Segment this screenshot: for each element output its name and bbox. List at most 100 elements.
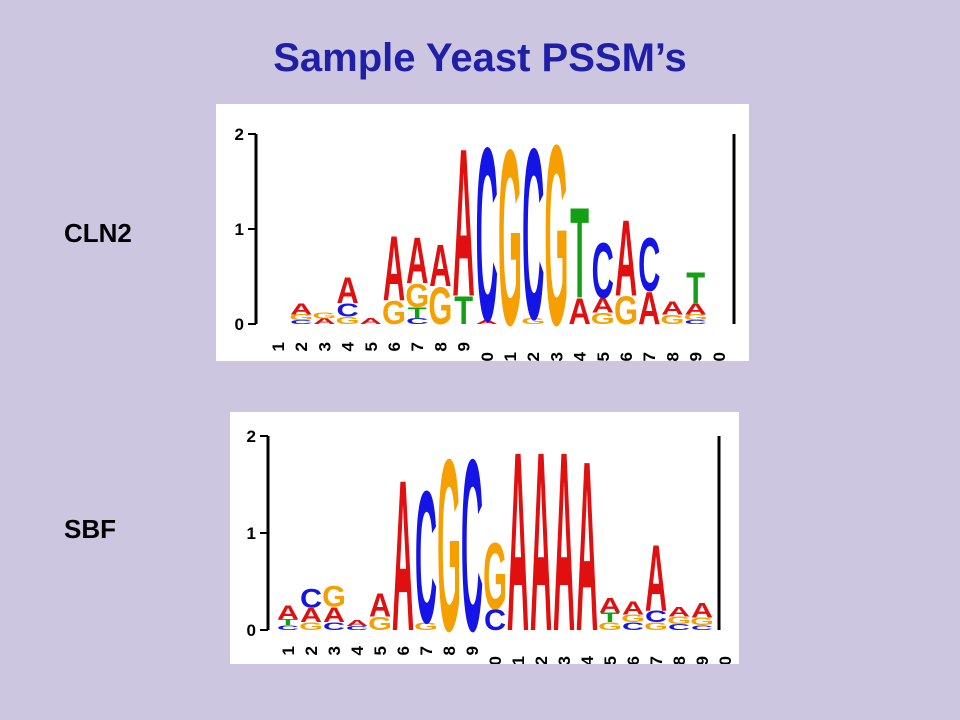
logo-letter-C: C — [300, 584, 322, 614]
logo-label-cln2: CLN2 — [64, 218, 132, 248]
logo-letter-A: A — [661, 299, 683, 319]
x-tick-label: 3 — [325, 646, 344, 655]
x-tick-label: 5 — [371, 646, 390, 655]
logo-letter-C: C — [592, 226, 614, 314]
x-tick-label: 7 — [408, 342, 427, 351]
x-tick-label: 14 — [571, 351, 590, 361]
x-tick-label: 15 — [594, 352, 613, 361]
logo-letter-A: A — [336, 271, 358, 312]
logo-letter-C: C — [522, 104, 544, 361]
logo-letter-A: A — [476, 319, 498, 325]
x-tick-label: 1 — [269, 342, 288, 351]
y-tick-label: 0 — [247, 621, 256, 640]
x-tick-label: 13 — [555, 656, 574, 664]
x-tick-label: 1 — [279, 646, 298, 655]
logo-letter-G: G — [498, 104, 522, 361]
logo-letter-A: A — [553, 412, 575, 664]
x-tick-label: 10 — [486, 656, 505, 664]
logo-letter-A: A — [452, 104, 474, 340]
x-tick-label: 3 — [315, 342, 334, 351]
logo-letter-G: G — [544, 104, 568, 361]
logo-letter-A: A — [300, 605, 322, 627]
logo-letter-A: A — [668, 605, 690, 620]
logo-letter-T: T — [408, 305, 427, 322]
x-tick-label: 16 — [617, 352, 636, 361]
logo-letter-A: A — [346, 619, 368, 628]
logo-letter-A: A — [568, 291, 590, 332]
logo-letter-A: A — [429, 233, 451, 300]
x-tick-label: 18 — [663, 352, 682, 361]
x-tick-label: 5 — [362, 342, 381, 351]
logo-letter-G: G — [428, 278, 452, 337]
x-tick-label: 2 — [302, 646, 321, 655]
logo-letter-C: C — [290, 319, 312, 325]
logo-letter-C: C — [323, 620, 345, 632]
logo-letter-C: C — [461, 412, 483, 664]
logo-letter-G: G — [322, 581, 346, 613]
logo-letter-G: G — [414, 620, 438, 632]
logo-letter-G: G — [405, 277, 429, 314]
x-tick-label: 17 — [640, 352, 659, 361]
logo-letter-A: A — [313, 317, 335, 326]
x-tick-label: 6 — [385, 342, 404, 351]
logo-letter-A: A — [406, 223, 428, 297]
logo-letter-G: G — [591, 310, 615, 327]
y-tick-label: 1 — [247, 524, 256, 543]
x-tick-label: 13 — [547, 352, 566, 361]
x-tick-label: 8 — [431, 342, 450, 351]
y-tick-label: 0 — [235, 315, 244, 334]
x-tick-label: 20 — [710, 352, 729, 361]
logo-letter-T: T — [570, 180, 589, 324]
logo-letter-A: A — [360, 317, 382, 326]
logo-letter-G: G — [289, 313, 313, 322]
y-tick-label: 1 — [235, 220, 244, 239]
x-tick-label: 7 — [417, 646, 436, 655]
logo-letter-G: G — [336, 314, 360, 326]
logo-letter-A: A — [615, 198, 637, 319]
x-tick-label: 19 — [687, 352, 706, 361]
logo-letter-T: T — [601, 611, 620, 626]
logo-letter-G: G — [621, 612, 645, 624]
logo-letter-C: C — [277, 624, 299, 632]
logo-letter-G: G — [644, 620, 668, 632]
x-tick-label: 16 — [624, 656, 643, 664]
logo-letter-C: C — [484, 604, 506, 636]
logo-letter-A: A — [576, 412, 598, 664]
logo-letter-G: G — [312, 311, 336, 320]
logo-letter-G: G — [660, 313, 684, 327]
logo-letter-G: G — [382, 294, 406, 331]
x-tick-label: 15 — [601, 656, 620, 664]
logo-letter-C: C — [415, 452, 437, 663]
logo-letter-G: G — [483, 524, 507, 629]
x-tick-label: 14 — [578, 655, 597, 664]
y-tick-label: 2 — [235, 125, 244, 144]
logo-letter-T: T — [454, 288, 473, 333]
logo-letter-C: C — [684, 319, 706, 325]
x-tick-label: 9 — [455, 342, 474, 351]
logo-letter-G: G — [614, 288, 638, 333]
x-tick-label: 6 — [394, 646, 413, 655]
cln2-sequence-logo: 0121CGA2AG3GCA4A5GA6CTGA7GA8TA9AC10G11GC… — [235, 104, 736, 361]
logo-letter-C: C — [645, 608, 667, 626]
page-title: Sample Yeast PSSM’s — [273, 36, 687, 80]
logo-letter-A: A — [290, 301, 313, 318]
x-tick-label: 8 — [440, 646, 459, 655]
logo-letter-G: G — [437, 412, 461, 664]
logo-letter-C: C — [336, 300, 358, 320]
logo-letter-A: A — [638, 283, 660, 335]
logo-letter-T: T — [686, 263, 705, 313]
x-tick-label: 12 — [524, 352, 543, 361]
logo-letter-G: G — [667, 614, 691, 626]
logo-letter-A: A — [323, 603, 345, 627]
logo-letter-C: C — [638, 223, 660, 308]
x-tick-label: 4 — [348, 645, 367, 655]
logo-letter-G: G — [598, 620, 622, 632]
logo-letter-G: G — [690, 615, 714, 627]
logo-letter-A: A — [645, 526, 667, 631]
logo-letter-A: A — [530, 412, 552, 664]
logo-letter-G: G — [521, 317, 545, 326]
logo-letter-A: A — [691, 598, 713, 622]
x-tick-label: 18 — [670, 656, 689, 664]
logo-letter-G: G — [684, 313, 708, 322]
x-tick-label: 11 — [501, 352, 520, 361]
